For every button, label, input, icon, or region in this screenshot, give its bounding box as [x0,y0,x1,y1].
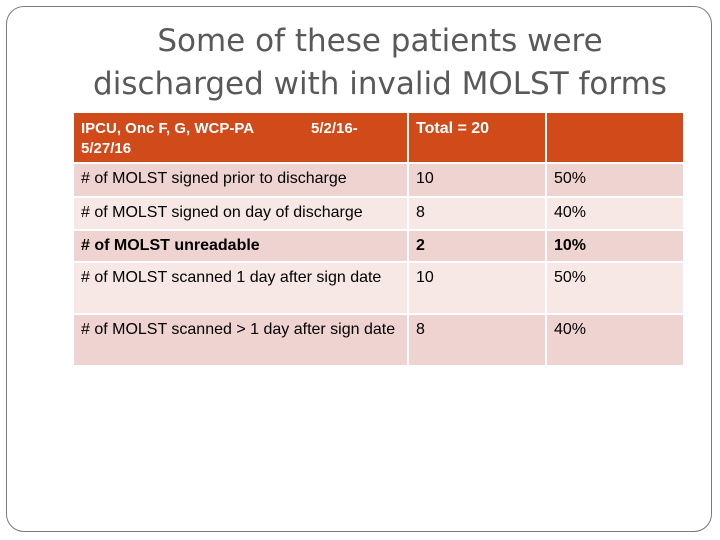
header-date-range: 5/2/16- 5/27/16 [81,120,358,157]
row-percent: 40% [546,314,683,367]
row-count: 10 [408,163,547,198]
row-percent: 40% [546,197,683,231]
row-label: # of MOLST signed prior to discharge [74,163,409,198]
row-percent: 10% [546,230,683,263]
table-row: # of MOLST scanned > 1 day after sign da… [74,314,683,367]
row-label: # of MOLST scanned 1 day after sign date [74,262,409,315]
title-line-1: Some of these patients were [157,23,603,59]
row-percent: 50% [546,163,683,198]
row-count: 10 [408,262,547,315]
title-line-2: discharged with invalid MOLST forms [93,66,667,102]
header-unit-label: IPCU, Onc F, G, WCP-PA [81,120,255,137]
table-row: # of MOLST signed prior to discharge 10 … [74,163,683,198]
row-count: 8 [408,197,547,231]
row-percent: 50% [546,262,683,315]
header-total-cell: Total = 20 [408,113,547,164]
row-label: # of MOLST scanned > 1 day after sign da… [74,314,409,367]
row-label: # of MOLST unreadable [74,230,409,263]
header-percent-cell [546,113,683,164]
table-row: # of MOLST scanned 1 day after sign date… [74,262,683,315]
slide-title: Some of these patients were discharged w… [40,20,720,106]
row-count: 8 [408,314,547,367]
molst-table: IPCU, Onc F, G, WCP-PA 5/2/16- 5/27/16 To… [74,113,683,367]
header-unit-cell: IPCU, Onc F, G, WCP-PA 5/2/16- 5/27/16 [74,113,409,164]
row-count: 2 [408,230,547,263]
table-header-row: IPCU, Onc F, G, WCP-PA 5/2/16- 5/27/16 To… [74,113,683,164]
table-row: # of MOLST unreadable 2 10% [74,230,683,263]
table-row: # of MOLST signed on day of discharge 8 … [74,197,683,231]
row-label: # of MOLST signed on day of discharge [74,197,409,231]
